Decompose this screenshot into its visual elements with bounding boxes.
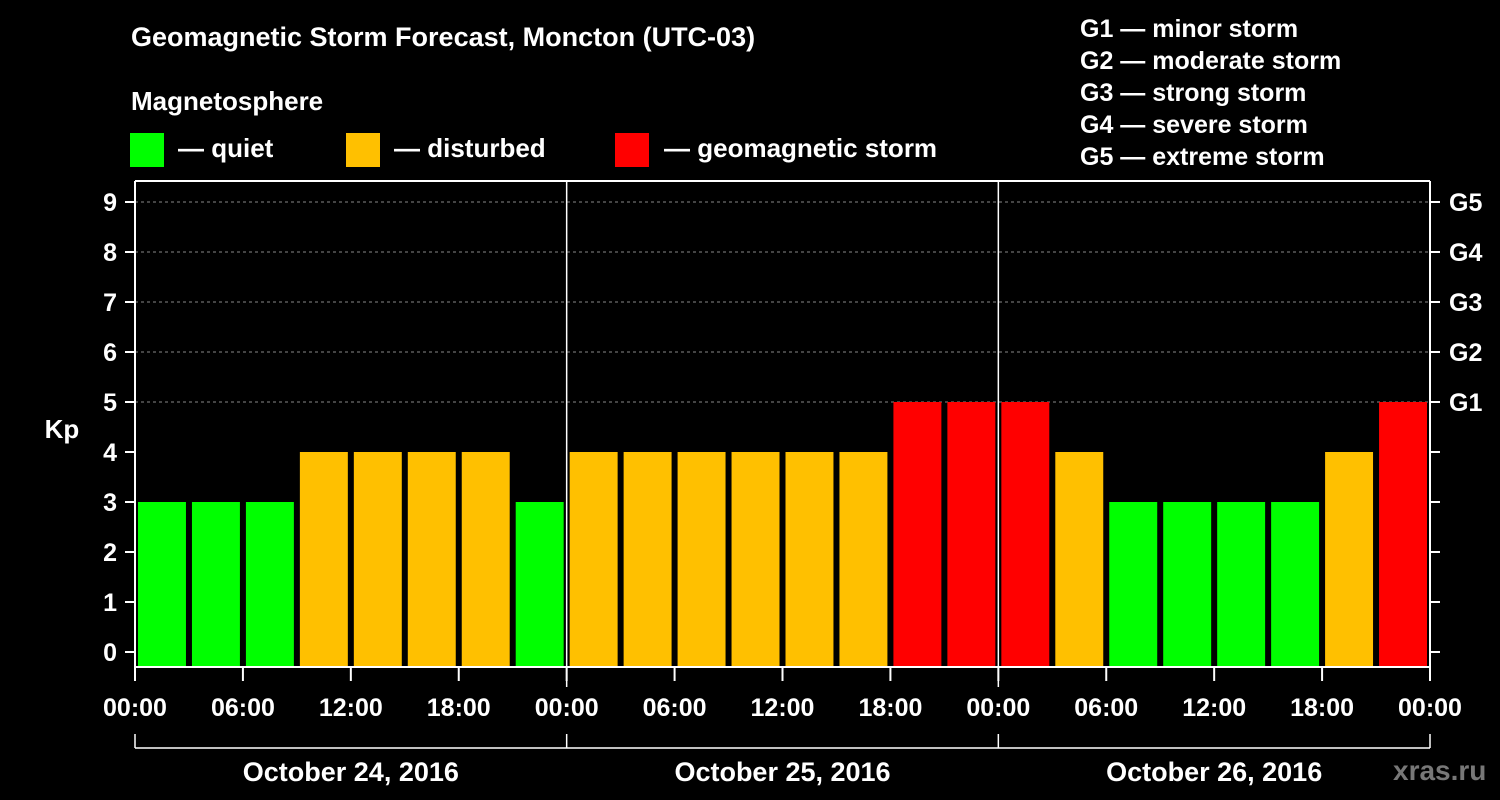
g-scale-g4: G4 — severe storm — [1080, 111, 1308, 139]
x-tick-label: 18:00 — [1290, 694, 1354, 722]
kp-bar — [839, 452, 888, 667]
x-tick-label: 06:00 — [211, 694, 275, 722]
kp-bar — [1163, 502, 1212, 667]
y-axis-label: Kp — [45, 414, 80, 444]
g-scale-g2: G2 — moderate storm — [1080, 47, 1342, 75]
x-tick-label: 18:00 — [427, 694, 491, 722]
y-tick-label: 0 — [103, 639, 117, 667]
y-tick-label: 2 — [103, 539, 117, 567]
kp-bar — [407, 452, 456, 667]
y-tick-label: 7 — [103, 289, 117, 317]
g-scale-g3: G3 — strong storm — [1080, 79, 1307, 107]
g-scale-g5: G5 — extreme storm — [1080, 143, 1325, 171]
x-tick-label: 00:00 — [1398, 694, 1462, 722]
x-tick-label: 18:00 — [858, 694, 922, 722]
kp-bar — [461, 452, 510, 667]
day-label: October 24, 2016 — [243, 757, 459, 787]
y-tick-label: 3 — [103, 489, 117, 517]
kp-bar — [677, 452, 726, 667]
kp-bar — [1325, 452, 1374, 667]
legend-label-quiet: — quiet — [178, 133, 274, 163]
kp-bar — [191, 502, 240, 667]
kp-bar — [353, 452, 402, 667]
legend-label-storm: — geomagnetic storm — [664, 133, 938, 163]
g-axis-label: G2 — [1449, 339, 1482, 367]
legend-swatch-disturbed — [346, 133, 380, 167]
x-tick-label: 00:00 — [966, 694, 1030, 722]
legend-swatch-quiet — [130, 133, 164, 167]
kp-bar — [569, 452, 618, 667]
g-axis-label: G5 — [1449, 189, 1482, 217]
kp-bar — [947, 402, 996, 667]
kp-bar — [785, 452, 834, 667]
kp-bar — [1271, 502, 1320, 667]
kp-bar — [1055, 452, 1104, 667]
legend-label-disturbed: — disturbed — [394, 133, 546, 163]
kp-bar — [1001, 402, 1050, 667]
kp-bar — [138, 502, 186, 667]
g-axis-label: G4 — [1449, 239, 1482, 267]
kp-bar — [893, 402, 942, 667]
kp-bar — [1379, 402, 1427, 667]
y-tick-label: 1 — [103, 589, 117, 617]
kp-bar — [515, 502, 564, 667]
x-tick-label: 06:00 — [1074, 694, 1138, 722]
kp-bar — [245, 502, 294, 667]
x-tick-label: 12:00 — [751, 694, 815, 722]
kp-bar — [1109, 502, 1158, 667]
kp-bar — [731, 452, 780, 667]
x-tick-label: 00:00 — [535, 694, 599, 722]
y-tick-label: 8 — [103, 239, 117, 267]
y-tick-label: 6 — [103, 339, 117, 367]
g-axis-label: G3 — [1449, 289, 1482, 317]
g-scale-g1: G1 — minor storm — [1080, 15, 1299, 43]
x-tick-label: 06:00 — [643, 694, 707, 722]
y-tick-label: 5 — [103, 389, 117, 417]
kp-bar — [623, 452, 672, 667]
y-tick-label: 4 — [103, 439, 117, 467]
magnetosphere-label: Magnetosphere — [131, 86, 324, 116]
watermark: xras.ru — [1393, 755, 1487, 786]
day-label: October 26, 2016 — [1106, 757, 1322, 787]
chart-title: Geomagnetic Storm Forecast, Moncton (UTC… — [131, 22, 756, 52]
y-tick-label: 9 — [103, 189, 117, 217]
kp-bar — [1217, 502, 1266, 667]
x-tick-label: 00:00 — [103, 694, 167, 722]
legend-swatch-storm — [615, 133, 649, 167]
g-axis-label: G1 — [1449, 389, 1482, 417]
x-tick-label: 12:00 — [319, 694, 383, 722]
x-tick-label: 12:00 — [1182, 694, 1246, 722]
kp-bar — [299, 452, 348, 667]
day-label: October 25, 2016 — [674, 757, 890, 787]
